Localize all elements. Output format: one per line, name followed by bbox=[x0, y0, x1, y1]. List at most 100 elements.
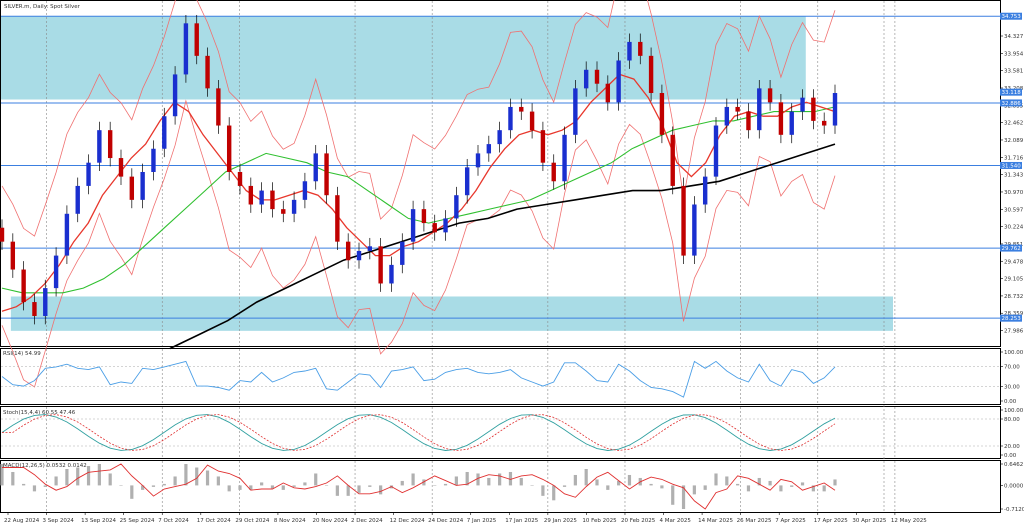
candle bbox=[648, 47, 654, 102]
macd-bar bbox=[184, 464, 188, 486]
indicator-tick-label: 30.00 bbox=[1004, 384, 1020, 390]
candle-bear bbox=[529, 111, 535, 131]
macd-bar bbox=[260, 482, 264, 486]
macd-bar bbox=[725, 476, 729, 486]
candle-bear bbox=[659, 93, 665, 135]
candle bbox=[811, 89, 816, 130]
candle bbox=[10, 233, 16, 278]
macd-bar bbox=[800, 482, 805, 486]
price-tick-label: 33.581 bbox=[1004, 69, 1023, 75]
macd-bar bbox=[584, 469, 588, 486]
candle-bear bbox=[281, 209, 286, 214]
macd-bar bbox=[465, 471, 469, 486]
candle-bull bbox=[443, 218, 448, 233]
candle bbox=[53, 247, 59, 297]
macd-bar bbox=[65, 469, 69, 486]
candle-bull bbox=[475, 153, 481, 168]
price-axis: 34.32733.95433.58133.20832.83532.46232.0… bbox=[1000, 34, 1024, 335]
date-label: 17 Oct 2024 bbox=[197, 518, 232, 524]
candle-bear bbox=[345, 241, 351, 261]
price-tick-label: 28.732 bbox=[1004, 294, 1023, 300]
macd-bar bbox=[703, 485, 707, 490]
macd-bar bbox=[562, 485, 567, 487]
candle bbox=[594, 61, 600, 93]
macd-bar bbox=[205, 470, 210, 486]
candle bbox=[486, 135, 492, 162]
candle-bull bbox=[97, 130, 102, 163]
macd-bar bbox=[498, 473, 502, 486]
price-tick-label: 30.970 bbox=[1004, 190, 1024, 196]
candle-bear bbox=[226, 125, 232, 172]
macd-bar bbox=[476, 473, 480, 486]
candle bbox=[64, 205, 70, 264]
date-label: 7 Jan 2025 bbox=[467, 518, 497, 524]
candle-bull bbox=[53, 255, 59, 289]
price-tick-label: 30.224 bbox=[1004, 225, 1024, 231]
price-tick-label: 32.089 bbox=[1004, 138, 1024, 144]
candle-bull bbox=[583, 69, 589, 89]
candle-bull bbox=[486, 144, 492, 154]
candle bbox=[0, 219, 5, 251]
candle-bull bbox=[400, 241, 405, 265]
candle bbox=[627, 33, 632, 69]
ma-mid bbox=[1, 106, 836, 294]
indicator-tick-label: 0.0000 bbox=[1004, 483, 1024, 489]
price-tick-label: 27.986 bbox=[1004, 329, 1024, 335]
candle bbox=[313, 145, 318, 190]
macd-bar bbox=[508, 471, 513, 486]
macd-bar bbox=[454, 476, 458, 486]
candle-bear bbox=[324, 153, 329, 196]
candle-bull bbox=[497, 130, 502, 145]
candle bbox=[151, 140, 156, 181]
candle-bull bbox=[692, 204, 697, 256]
candle-bull bbox=[789, 111, 794, 135]
candle-bull bbox=[75, 185, 80, 214]
candle bbox=[400, 233, 405, 274]
candle-bear bbox=[594, 69, 600, 84]
price-tag-label: 32.886 bbox=[1002, 101, 1022, 107]
candle bbox=[205, 47, 210, 97]
macd-bar bbox=[108, 473, 112, 486]
candle-bull bbox=[627, 41, 632, 61]
macd-bar bbox=[519, 477, 523, 486]
candle bbox=[432, 214, 437, 241]
stoch-pane-frame bbox=[0, 406, 1001, 459]
macd-pane-frame bbox=[0, 460, 1001, 513]
macd-bar bbox=[530, 485, 534, 486]
price-tick-label: 33.954 bbox=[1004, 51, 1024, 57]
vertical-grid-lines bbox=[46, 1, 896, 512]
macd-bar bbox=[617, 480, 621, 486]
candle-bull bbox=[183, 23, 189, 75]
candle bbox=[194, 14, 199, 65]
macd-bar bbox=[173, 476, 177, 486]
indicator-tick-label: 0.00 bbox=[1004, 399, 1017, 405]
candle bbox=[356, 242, 362, 269]
candle bbox=[140, 163, 145, 209]
stoch-label: Stoch(15,4,4) 60.55 47.46 bbox=[3, 410, 76, 416]
candle bbox=[497, 121, 502, 153]
candle bbox=[248, 177, 254, 213]
macd-bar bbox=[541, 485, 545, 496]
macd-bar bbox=[292, 485, 296, 487]
date-label: 12 Dec 2024 bbox=[390, 518, 426, 524]
candle-bear bbox=[32, 302, 37, 316]
candle-bull bbox=[64, 213, 70, 256]
price-tag-label: 28.253 bbox=[1002, 316, 1022, 322]
candle-bear bbox=[638, 41, 643, 56]
macd-bar bbox=[249, 485, 253, 490]
candle bbox=[183, 14, 189, 83]
candle-bull bbox=[367, 246, 373, 251]
candle bbox=[367, 237, 373, 260]
candle bbox=[735, 98, 740, 120]
macd-bar bbox=[22, 483, 26, 486]
date-label: 14 Mar 2025 bbox=[698, 518, 733, 524]
candle-bear bbox=[0, 227, 5, 242]
macd-bar bbox=[736, 483, 740, 486]
price-tag-label: 29.762 bbox=[1002, 246, 1021, 252]
macd-bar bbox=[595, 479, 599, 486]
ma-slow bbox=[169, 143, 836, 350]
price-tag-label: 34.753 bbox=[1002, 14, 1022, 20]
macd-bar bbox=[141, 485, 145, 490]
macd-bar bbox=[32, 485, 37, 492]
